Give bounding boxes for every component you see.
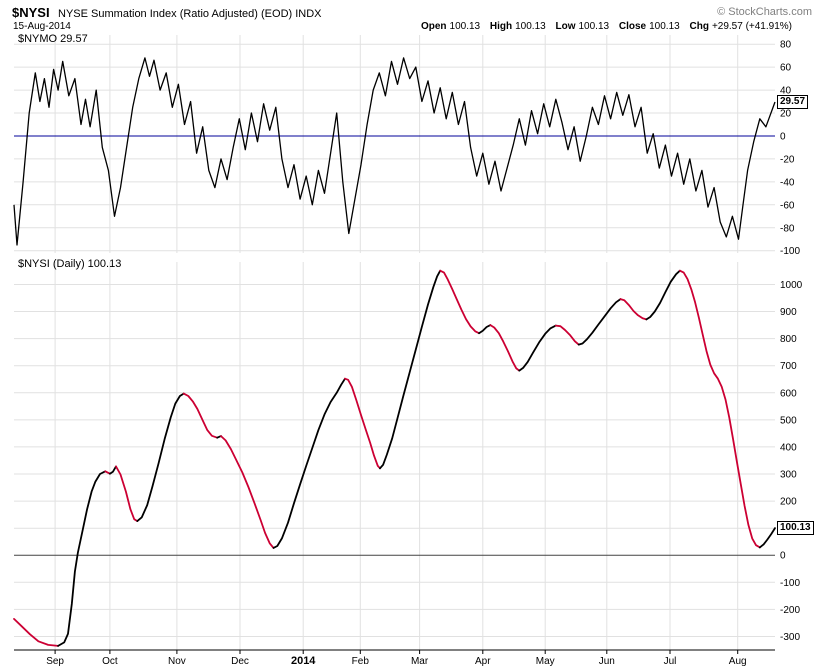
- y-tick-label: 600: [780, 388, 797, 399]
- y-tick-label: 20: [780, 109, 792, 120]
- nysi-line-segment: [272, 377, 346, 549]
- nysi-line-segment: [577, 298, 622, 346]
- x-axis-month-label: Jun: [599, 656, 615, 667]
- y-tick-label: -200: [780, 605, 800, 616]
- y-tick-label: -40: [780, 177, 795, 188]
- y-tick-label: -100: [780, 246, 800, 257]
- x-axis-month-label: 2014: [291, 655, 316, 667]
- nysi-line-segment: [478, 324, 492, 335]
- y-tick-label: -80: [780, 223, 795, 234]
- y-tick-label: 0: [780, 132, 786, 143]
- quote-date: 15-Aug-2014: [13, 21, 71, 32]
- y-tick-label: -300: [780, 632, 800, 643]
- x-axis-month-label: Feb: [352, 656, 370, 667]
- nysi-line-segment: [220, 435, 275, 549]
- y-tick-label: 400: [780, 442, 797, 453]
- x-axis-month-label: Mar: [411, 656, 429, 667]
- chart-header: $NYSI NYSE Summation Index (Ratio Adjust…: [12, 4, 322, 22]
- nysi-line-segment: [645, 269, 681, 321]
- open-label: Open: [420, 21, 447, 32]
- panel-grid-1: 10009008007006005004003002001000-100-200…: [14, 262, 803, 650]
- y-tick-label: 900: [780, 307, 797, 318]
- nysi-line-segment: [13, 618, 59, 647]
- nysi-line-segment: [136, 392, 185, 522]
- nysi-line-segment: [619, 298, 648, 321]
- x-axis-month-label: Dec: [231, 656, 249, 667]
- high-value: 100.13: [515, 21, 546, 32]
- nysi-last-price-tag: 100.13: [777, 521, 814, 535]
- y-tick-label: 800: [780, 334, 797, 345]
- x-axis-month-label: Aug: [729, 656, 747, 667]
- nysi-line-segment: [182, 392, 219, 439]
- nysi-panel-label: $NYSI (Daily) 100.13: [18, 258, 122, 270]
- chg-value: +29.57 (+41.91%): [711, 21, 792, 32]
- nysi-line-segment: [679, 269, 761, 549]
- nymo-panel-label: $NYMO 29.57: [18, 33, 88, 45]
- y-tick-label: 500: [780, 415, 797, 426]
- x-axis-month-label: Jul: [664, 656, 677, 667]
- nymo-line: [13, 57, 776, 246]
- x-axis-month-label: May: [536, 656, 555, 667]
- nysi-line-segment: [57, 470, 107, 647]
- nymo-last-price-tag: 29.57: [777, 95, 809, 109]
- y-tick-label: 40: [780, 86, 792, 97]
- nysi-line-segment: [344, 377, 381, 470]
- copyright-text: © StockCharts.com: [717, 6, 812, 18]
- y-tick-label: -60: [780, 200, 795, 211]
- y-tick-label: 80: [780, 40, 792, 51]
- x-axis-month-label: Apr: [475, 656, 491, 667]
- high-label: High: [489, 21, 513, 32]
- y-tick-label: 300: [780, 470, 797, 481]
- nysi-line-segment: [758, 527, 776, 549]
- y-tick-label: 1000: [780, 280, 803, 291]
- close-label: Close: [618, 21, 647, 32]
- nysi-line-segment: [518, 324, 557, 372]
- nysi-line-segment: [489, 324, 521, 372]
- close-value: 100.13: [649, 21, 680, 32]
- y-tick-label: -100: [780, 578, 800, 589]
- panel-grid-0: 80 60 40 20 0 -20 -40 -60 -80 -100: [14, 35, 800, 257]
- ticker-description: NYSE Summation Index (Ratio Adjusted) (E…: [58, 8, 322, 20]
- nysi-line-segment: [554, 324, 580, 346]
- low-value: 100.13: [578, 21, 610, 32]
- y-tick-label: 700: [780, 361, 797, 372]
- y-tick-label: 0: [780, 551, 786, 562]
- quote-line: Open 100.13 High 100.13 Low 100.13 Close 100…: [421, 21, 792, 32]
- x-axis-month-label: Nov: [168, 656, 186, 667]
- nysi-line-segment: [439, 269, 480, 335]
- y-tick-label: -20: [780, 154, 795, 165]
- low-label: Low: [555, 21, 576, 32]
- x-axis-month-label: Sep: [46, 656, 64, 667]
- nysi-line-segment: [109, 465, 117, 475]
- chg-label: Chg: [689, 21, 709, 32]
- ticker-symbol: $NYSI: [12, 5, 50, 20]
- y-tick-label: 60: [780, 63, 792, 74]
- x-axis-month-label: Oct: [102, 656, 118, 667]
- open-value: 100.13: [449, 21, 481, 32]
- nysi-line-segment: [115, 465, 139, 522]
- y-tick-label: 200: [780, 497, 797, 508]
- nysi-line-segment: [379, 269, 442, 470]
